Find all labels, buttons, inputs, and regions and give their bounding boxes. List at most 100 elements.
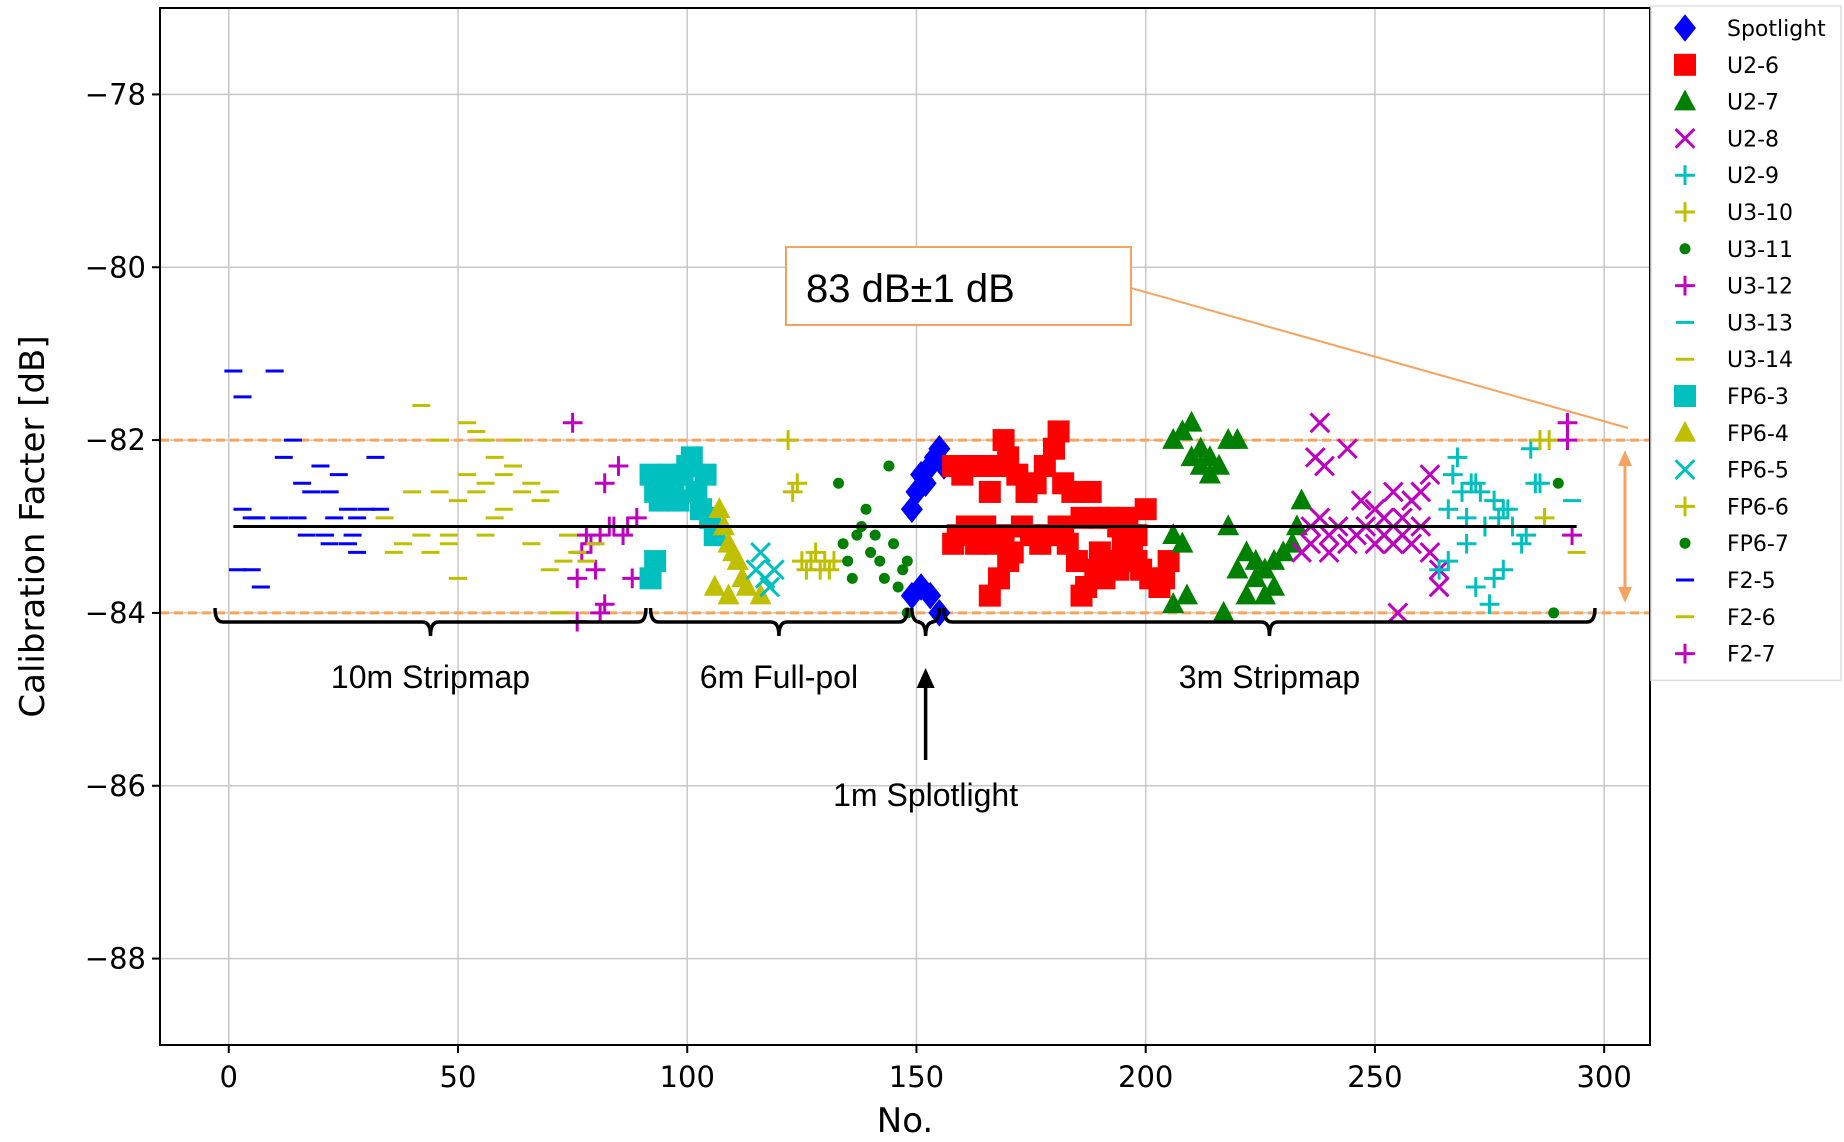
- legend-marker: [1675, 202, 1695, 222]
- data-point: [1516, 525, 1537, 546]
- data-point: [1043, 437, 1065, 460]
- data-point: [648, 489, 671, 512]
- legend-marker: [1674, 459, 1696, 481]
- series-fp6-6: [1530, 430, 1560, 528]
- legend-item: U2-7: [1674, 89, 1779, 116]
- legend-marker: [1675, 643, 1695, 664]
- legend-label: U2-8: [1727, 127, 1779, 152]
- legend-marker: [1679, 537, 1691, 549]
- series-fp6-7: [1548, 477, 1564, 619]
- data-point: [1382, 481, 1404, 503]
- callout-leader-line: [1130, 287, 1629, 429]
- data-point: [1530, 473, 1550, 494]
- data-point: [1300, 533, 1322, 555]
- legend-item: FP6-6: [1675, 495, 1789, 520]
- data-point: [694, 463, 717, 486]
- data-point: [860, 503, 872, 515]
- data-point: [594, 473, 615, 494]
- legend-marker: [1674, 127, 1696, 149]
- legend-label: F2-7: [1727, 643, 1776, 668]
- legend-label: U3-10: [1727, 201, 1793, 226]
- legend-label: FP6-5: [1727, 459, 1789, 484]
- data-point: [1465, 577, 1486, 597]
- annotations: 10m Stripmap 6m Full-pol 3m Stripmap 1m Spl…: [213, 246, 1632, 813]
- data-point: [1006, 463, 1029, 486]
- data-point: [1539, 430, 1560, 450]
- tolerance-arrow-head: [1618, 450, 1632, 467]
- data-point: [717, 583, 740, 605]
- legend-item: FP6-4: [1674, 420, 1789, 447]
- data-point: [685, 480, 708, 503]
- legend-marker: [1674, 385, 1696, 407]
- data-markers: [224, 369, 1586, 632]
- data-point: [1047, 420, 1070, 443]
- series-u3-11: [833, 460, 913, 619]
- data-point: [1217, 514, 1240, 536]
- data-point: [865, 546, 877, 558]
- data-point: [1056, 532, 1079, 555]
- series-fp6-3: [639, 446, 726, 590]
- data-point: [869, 529, 881, 541]
- data-point: [842, 555, 854, 567]
- series-fp6-5: [745, 542, 785, 598]
- x-tick-label: 150: [889, 1060, 944, 1094]
- data-point: [680, 446, 703, 469]
- segment-label: 3m Stripmap: [1179, 659, 1360, 695]
- data-point: [749, 583, 772, 605]
- data-point: [1244, 566, 1267, 588]
- data-point: [782, 482, 803, 502]
- series-spotlight: [900, 434, 955, 627]
- data-point: [1350, 490, 1372, 511]
- data-point: [1479, 594, 1500, 615]
- legend-marker: [1674, 53, 1696, 76]
- legend-item: F2-6: [1676, 606, 1776, 631]
- data-point: [1429, 559, 1450, 580]
- data-point: [878, 572, 890, 584]
- data-point: [1065, 550, 1088, 573]
- legend: Spotlight U2-6 U2-7 U2-8 U2-9 U3-10 U3-11 U3-12…: [1650, 5, 1842, 682]
- legend-marker: [1675, 275, 1695, 296]
- data-point: [1116, 506, 1139, 529]
- data-point: [1470, 482, 1491, 502]
- data-point: [763, 559, 785, 581]
- data-point: [1511, 533, 1532, 554]
- data-point: [1373, 507, 1395, 529]
- data-point: [567, 568, 588, 589]
- segment-brace: [942, 607, 1597, 637]
- data-point: [1552, 477, 1564, 489]
- data-point: [590, 603, 611, 623]
- data-point: [726, 548, 749, 570]
- data-point: [590, 525, 611, 546]
- legend-item: U2-8: [1674, 127, 1779, 152]
- series-f2-7: [1557, 412, 1582, 546]
- legend-item: FP6-5: [1674, 459, 1789, 484]
- data-point: [626, 507, 647, 528]
- data-point: [585, 559, 606, 580]
- data-point: [1157, 550, 1180, 573]
- y-axis-label: Calibration Facter [dB]: [13, 335, 53, 717]
- segment-label: 10m Stripmap: [331, 659, 530, 695]
- data-point: [978, 480, 1001, 503]
- legend-item: U3-12: [1675, 275, 1793, 300]
- legend-item: U3-10: [1675, 201, 1793, 226]
- data-point: [1070, 584, 1093, 607]
- data-point: [1162, 592, 1185, 614]
- data-point: [1497, 499, 1518, 520]
- spotlight-label: 1m Splotlight: [833, 777, 1018, 813]
- data-point: [1235, 583, 1258, 605]
- legend-item: FP6-3: [1674, 385, 1789, 410]
- legend-item: F2-5: [1676, 569, 1776, 594]
- data-point: [1456, 507, 1477, 528]
- data-point: [1226, 557, 1249, 579]
- data-point: [1309, 507, 1331, 529]
- data-point: [1438, 551, 1459, 571]
- series-u2-7: [1162, 410, 1313, 622]
- data-point: [897, 564, 909, 576]
- tolerance-callout-text: 83 dB±1 dB: [806, 267, 1015, 311]
- series-f2-6: [375, 404, 605, 615]
- data-point: [1484, 568, 1505, 589]
- data-point: [997, 550, 1020, 573]
- data-point: [1180, 410, 1203, 432]
- legend-label: Spotlight: [1727, 17, 1826, 42]
